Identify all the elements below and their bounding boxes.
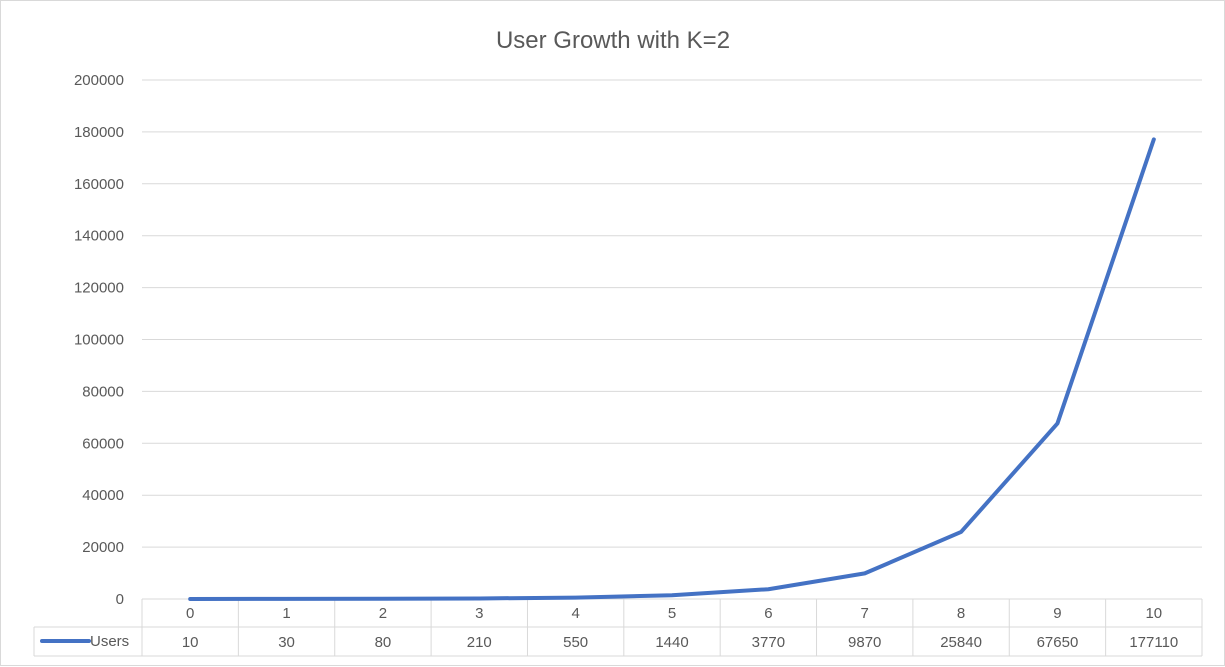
y-tick-label: 180000 xyxy=(74,124,124,141)
y-tick-label: 60000 xyxy=(82,435,124,452)
data-table-value: 9870 xyxy=(848,634,881,651)
chart-title: User Growth with K=2 xyxy=(496,27,730,54)
y-tick-label: 200000 xyxy=(74,72,124,89)
x-tick-label: 4 xyxy=(571,605,579,622)
x-tick-label: 7 xyxy=(861,605,869,622)
x-tick-label: 2 xyxy=(379,605,387,622)
data-table-value: 210 xyxy=(467,634,492,651)
data-table-value: 67650 xyxy=(1037,634,1079,651)
data-table-value: 550 xyxy=(563,634,588,651)
y-tick-label: 100000 xyxy=(74,332,124,349)
x-tick-label: 6 xyxy=(764,605,772,622)
y-tick-label: 20000 xyxy=(82,539,124,556)
legend-label: Users xyxy=(90,633,129,650)
y-tick-label: 40000 xyxy=(82,487,124,504)
data-table-value: 10 xyxy=(182,634,199,651)
data-table-value: 3770 xyxy=(752,634,785,651)
x-tick-label: 10 xyxy=(1145,605,1162,622)
data-table-value: 1440 xyxy=(655,634,688,651)
users-series-line xyxy=(188,137,1156,601)
y-tick-label: 0 xyxy=(116,591,124,608)
data-table-value: 25840 xyxy=(940,634,982,651)
x-tick-label: 1 xyxy=(282,605,290,622)
x-tick-label: 0 xyxy=(186,605,194,622)
y-tick-label: 140000 xyxy=(74,228,124,245)
x-tick-label: 5 xyxy=(668,605,676,622)
y-tick-label: 80000 xyxy=(82,383,124,400)
data-table-value: 80 xyxy=(375,634,392,651)
x-tick-label: 8 xyxy=(957,605,965,622)
y-tick-label: 120000 xyxy=(74,280,124,297)
x-tick-label: 9 xyxy=(1053,605,1061,622)
data-table-value: 177110 xyxy=(1129,634,1178,651)
x-tick-label: 3 xyxy=(475,605,483,622)
data-table-value: 30 xyxy=(278,634,295,651)
y-tick-label: 160000 xyxy=(74,176,124,193)
